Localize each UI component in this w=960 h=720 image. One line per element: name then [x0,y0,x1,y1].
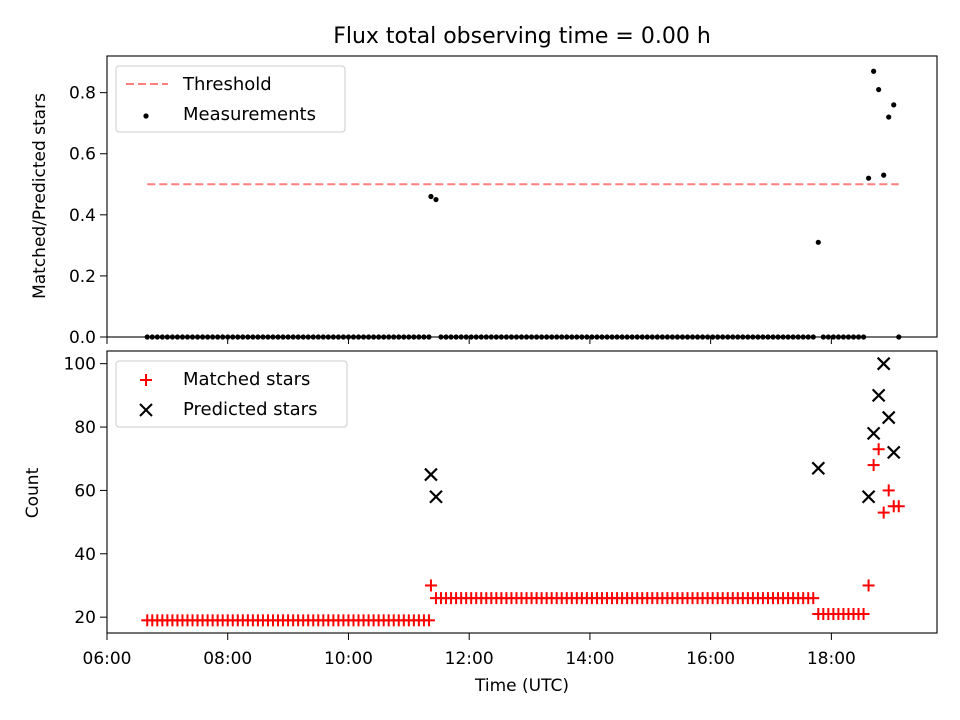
legend-matched-swatch [140,374,152,386]
top-axes-frame [106,55,938,338]
legend-predicted-label: Predicted stars [183,399,317,420]
predicted-star-marker [429,489,443,504]
bottom-axes: 20 40 60 80 100 06:00 08:00 10:00 12:00 14:00 16:0… [23,350,938,696]
measurement-point [886,114,892,120]
x-tick-label: 18:00 [807,649,856,669]
matched-star-marker [807,592,820,605]
predicted-star-marker [886,445,901,460]
top-y-tick-label: 0.8 [69,84,96,104]
top-axes: 0.00.20.40.60.8 Matched/Predicted stars … [30,55,938,348]
top-y-tick-label: 0.2 [69,267,96,287]
measurement-point [876,86,882,93]
x-tick-label: 08:00 [203,649,252,669]
matched-star-marker [882,484,895,497]
predicted-star-marker [811,461,826,476]
top-y-axis-label: Matched/Predicted stars [30,93,50,299]
top-y-tick-label: 0.4 [69,206,96,226]
measurement-point [881,172,887,178]
matched-star-marker [424,579,437,592]
bottom-y-tick-label: 40 [74,545,96,565]
top-legend: Threshold Measurements [115,65,346,133]
bottom-axes-frame [106,350,938,634]
measurement-point [871,68,877,74]
legend-threshold-label: Threshold [182,74,272,95]
top-legend-box [115,65,346,133]
measurement-point [428,193,434,200]
bottom-axis-ticks: 20 40 60 80 100 06:00 08:00 10:00 12:00 14:00 16:0… [64,355,856,669]
predicted-star-marker [861,489,876,504]
matched-star-marker [862,579,875,592]
predicted-star-marker [881,410,896,425]
matched-star-marker [422,614,435,627]
bottom-y-tick-label: 60 [74,481,96,501]
measurement-point [891,102,897,108]
x-tick-label: 06:00 [83,649,132,669]
bottom-y-tick-label: 80 [74,418,96,438]
bottom-y-axis-label: Count [23,467,43,518]
predicted-star-marker [871,388,886,403]
top-y-tick-label: 0.0 [69,328,96,348]
measurement-point [865,175,872,181]
matched-star-marker [867,459,880,472]
x-tick-label: 16:00 [686,649,735,669]
bottom-plot-content [141,356,905,627]
measurement-point [815,239,821,245]
bottom-y-tick-label: 100 [64,355,96,375]
matched-star-marker [857,607,870,620]
x-tick-label: 10:00 [324,649,373,669]
bottom-legend-box [115,360,348,428]
x-tick-label: 12:00 [445,649,494,669]
predicted-star-marker [876,356,891,371]
top-axis-ticks: 0.0 0.2 0.4 0.6 0.8 [69,84,832,348]
measurement-point [433,196,439,203]
figure-title: Flux total observing time = 0.00 h [333,24,711,49]
matched-star-marker [877,506,890,519]
legend-matched-label: Matched stars [183,369,310,390]
matched-star-marker [892,500,905,513]
predicted-star-marker [866,426,881,441]
legend-predicted-swatch [139,403,153,417]
legend-measurements-swatch [143,113,149,119]
x-axis-label: Time (UTC) [474,676,569,696]
matched-star-marker [872,443,885,456]
bottom-legend: Matched stars Predicted stars [115,360,348,428]
predicted-star-marker [424,467,438,482]
bottom-y-tick-label: 20 [74,608,96,628]
legend-measurements-label: Measurements [183,104,316,125]
x-tick-label: 14:00 [565,649,614,669]
top-y-tick-label: 0.6 [69,145,96,165]
